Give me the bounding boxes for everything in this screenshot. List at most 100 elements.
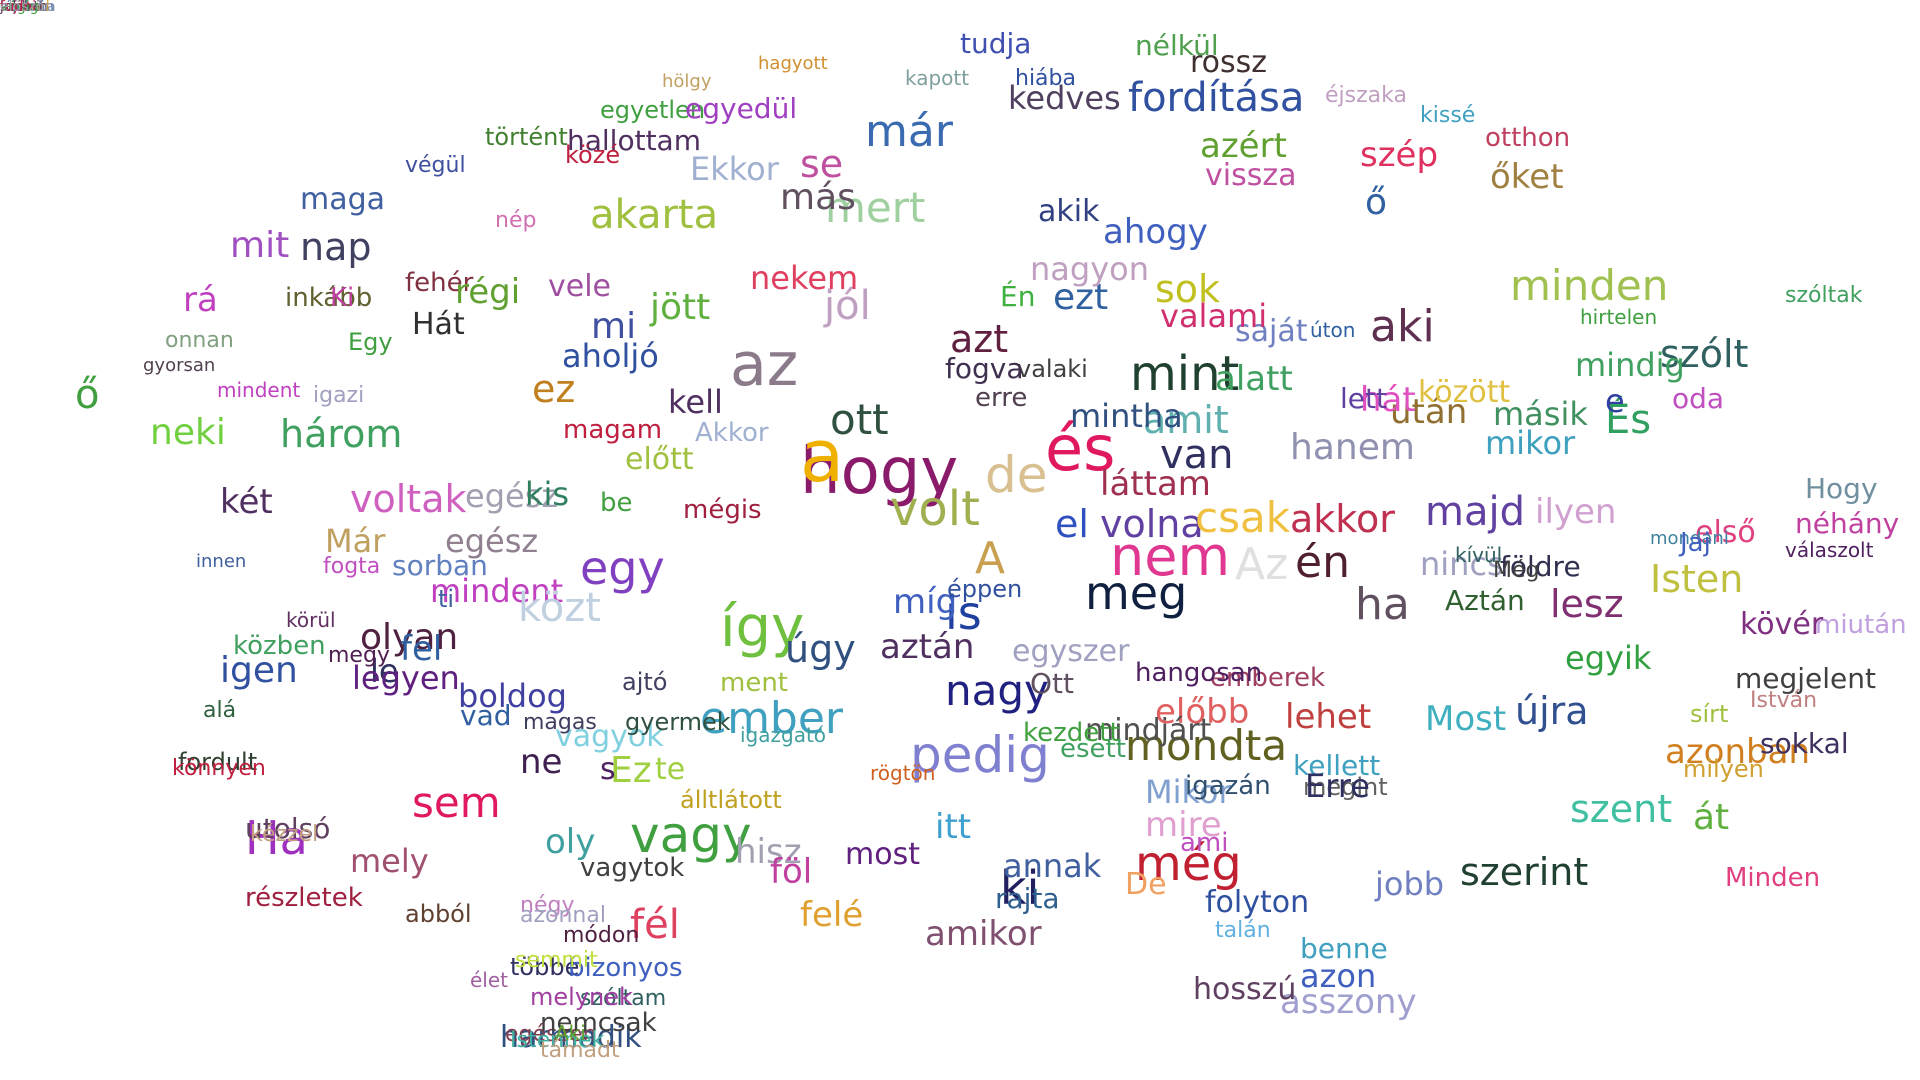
cloud-word: fehér: [405, 268, 474, 298]
cloud-word: végig: [0, 0, 39, 15]
cloud-word: megjelent: [1735, 662, 1877, 695]
cloud-word: válaszolt: [1785, 538, 1874, 562]
cloud-word: át: [1693, 797, 1730, 838]
cloud-word: mint: [1130, 346, 1240, 402]
cloud-word: semmit: [515, 948, 598, 973]
cloud-word: Én: [1000, 280, 1036, 313]
cloud-word: előtt: [625, 442, 694, 477]
cloud-word: láttam: [1100, 464, 1211, 504]
cloud-word: Ki: [330, 283, 355, 313]
cloud-word: valami: [1160, 297, 1268, 335]
cloud-word: mondani: [1650, 528, 1729, 549]
cloud-word: Istennek: [510, 1028, 605, 1053]
cloud-word: minden: [1510, 261, 1669, 310]
cloud-word: ti: [438, 585, 455, 613]
cloud-word: álltlátott: [680, 786, 782, 814]
cloud-word: városba: [0, 0, 56, 15]
cloud-word: fél: [630, 902, 680, 948]
cloud-word: mindjárt: [1085, 713, 1212, 748]
cloud-word: aztán: [880, 627, 975, 667]
cloud-word: hogy: [800, 435, 959, 509]
cloud-word: hölgy: [662, 71, 712, 92]
cloud-word: egy: [580, 541, 665, 595]
cloud-word: tudni: [0, 0, 37, 15]
cloud-word: vagyok: [555, 719, 664, 754]
cloud-word: előbb: [1155, 692, 1250, 732]
cloud-word: maga: [300, 182, 386, 217]
cloud-word: ahogy: [1103, 212, 1208, 252]
cloud-word: annak: [1003, 847, 1102, 885]
cloud-word: régi: [455, 272, 521, 312]
cloud-word: Erre: [1305, 767, 1370, 805]
cloud-word: alá: [203, 698, 237, 723]
cloud-word: szólt: [1660, 332, 1749, 376]
cloud-word: s: [600, 752, 616, 787]
cloud-word: vele: [548, 269, 612, 304]
cloud-word: Aki: [555, 1021, 586, 1045]
cloud-word: alatt: [1215, 359, 1293, 399]
cloud-word: Jaj: [1680, 528, 1711, 558]
cloud-word: nemcsak: [540, 1008, 657, 1038]
cloud-word: rossz: [1190, 45, 1268, 80]
cloud-word: most: [845, 837, 920, 872]
cloud-word: és: [1045, 412, 1116, 485]
cloud-word: nézett: [0, 0, 45, 15]
cloud-word: Ha: [245, 811, 308, 865]
cloud-word: boldog: [458, 677, 567, 715]
cloud-word: mire: [1145, 805, 1222, 845]
cloud-word: fordult: [178, 748, 258, 776]
cloud-word: hagyott: [758, 53, 828, 74]
cloud-word: is: [945, 586, 982, 640]
cloud-word: végül: [405, 153, 466, 178]
cloud-word: sírt: [1690, 700, 1729, 728]
cloud-word: saját: [1235, 314, 1308, 349]
cloud-word: után: [1390, 392, 1468, 432]
cloud-word: földre: [1500, 550, 1581, 583]
cloud-word: e: [1605, 382, 1625, 420]
cloud-word: Még: [1493, 558, 1540, 583]
cloud-word: volna: [1100, 502, 1204, 546]
cloud-word: kezdett: [1023, 718, 1120, 748]
cloud-word: van: [1160, 432, 1234, 478]
cloud-word: úton: [1310, 318, 1356, 342]
cloud-word: mert: [825, 183, 926, 232]
cloud-word: Isten: [1650, 557, 1744, 601]
cloud-word: ne: [520, 742, 563, 782]
cloud-word: újra: [1515, 689, 1589, 733]
cloud-word: történt: [485, 123, 568, 151]
cloud-word: vissza: [1205, 158, 1297, 193]
cloud-word: Akkor: [695, 418, 769, 448]
cloud-word: De: [1125, 867, 1167, 902]
cloud-word: És: [1605, 397, 1652, 443]
cloud-word: hisz: [735, 832, 802, 872]
cloud-word: igazgató: [740, 723, 827, 747]
cloud-word: vagy: [630, 806, 752, 864]
cloud-word: ami: [1180, 828, 1229, 858]
cloud-word: pedig: [910, 726, 1050, 784]
cloud-word: aki: [1370, 301, 1435, 352]
cloud-word: el: [1055, 502, 1089, 546]
cloud-word: Egy: [348, 328, 393, 356]
cloud-word: támadt: [540, 1038, 620, 1063]
cloud-word: hirtelen: [1580, 305, 1658, 329]
cloud-word: vad: [460, 699, 512, 732]
cloud-word: egészen: [505, 1022, 597, 1047]
cloud-word: István: [1750, 688, 1818, 713]
cloud-word: amikor: [925, 914, 1042, 954]
cloud-word: gyorsan: [143, 355, 216, 376]
cloud-word: én: [1295, 537, 1350, 588]
cloud-word: föl: [770, 852, 813, 892]
cloud-word: körül: [286, 608, 336, 632]
cloud-word: első: [1695, 515, 1756, 550]
cloud-word: szerint: [1460, 850, 1589, 894]
cloud-word: mely: [350, 842, 429, 880]
cloud-word: között: [1418, 375, 1511, 410]
cloud-word: egész: [445, 522, 539, 560]
cloud-word: Mikor: [1145, 773, 1232, 811]
cloud-word: a: [800, 414, 845, 498]
cloud-word: kapott: [905, 66, 970, 90]
cloud-word: ki: [1000, 861, 1040, 915]
cloud-word: ment: [720, 668, 788, 698]
cloud-word: őket: [1490, 157, 1564, 197]
